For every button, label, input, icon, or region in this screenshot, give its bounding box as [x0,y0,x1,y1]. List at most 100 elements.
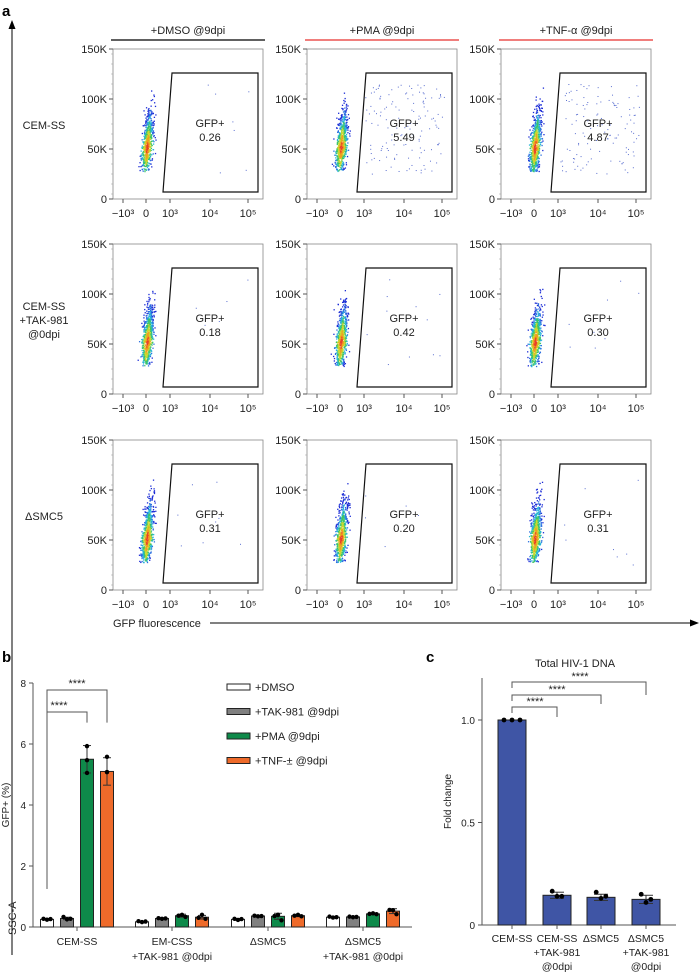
event-dot [149,346,152,348]
event-dot [344,299,346,301]
event-dot [337,351,340,354]
event-dot [529,341,531,343]
event-dot [343,299,345,301]
event-dot [342,342,344,345]
event-dot [343,361,345,363]
event-dot [150,528,152,530]
gate-event-dot [612,142,614,144]
event-dot [337,345,339,347]
event-dot [149,336,151,338]
event-dot [337,353,339,356]
event-dot [536,122,539,124]
event-dot [535,155,537,157]
event-dot [535,337,537,339]
event-dot [531,161,533,163]
event-dot [151,499,153,501]
event-dot [531,329,533,332]
event-dot [530,364,532,367]
event-dot [149,345,151,347]
event-dot [531,153,533,155]
event-dot [153,124,155,126]
event-dot [152,143,155,145]
event-dot [341,151,344,154]
event-dot [533,145,536,147]
event-dot [147,355,150,357]
event-dot [540,348,542,350]
event-dot [536,315,538,318]
event-dot [145,146,147,148]
event-dot [143,351,145,354]
event-dot [538,128,541,130]
event-dot [151,350,153,352]
event-dot [537,305,540,307]
event-dot [535,115,538,117]
event-dot [153,102,156,104]
event-dot [343,337,346,339]
gate-event-dot [620,280,622,282]
event-dot [533,170,535,173]
gate-event-dot [596,172,598,174]
event-dot [539,120,541,122]
event-dot [344,167,347,169]
event-dot [346,319,348,322]
event-dot [342,324,344,327]
event-dot [147,154,150,157]
gate-event-dot [604,131,606,133]
event-dot [535,335,538,337]
event-dot [536,319,539,321]
event-dot [148,325,150,327]
event-dot [338,342,340,344]
event-dot [150,331,153,334]
event-dot [535,327,537,329]
event-dot [536,163,538,165]
event-dot [532,316,534,318]
event-dot [337,362,339,365]
event-dot [532,152,534,154]
event-dot [147,158,150,161]
event-dot [143,556,146,558]
event-dot [340,122,342,125]
event-dot [336,350,338,352]
event-dot [531,145,534,147]
event-dot [143,344,145,346]
event-dot [339,137,341,139]
event-dot [340,363,342,365]
event-dot [151,90,153,92]
gate-event-dot [625,151,627,153]
event-dot [348,117,350,119]
event-dot [537,319,539,322]
event-dot [535,152,537,155]
x-tick-label: 10³ [550,208,566,220]
event-dot [147,110,149,112]
event-dot [537,149,540,151]
event-dot [149,504,151,506]
event-dot [146,119,148,122]
event-dot [534,138,536,140]
gate-event-dot [587,102,589,104]
event-dot [141,168,144,171]
event-dot [338,124,340,126]
event-dot [347,327,350,330]
x-tick-label: 10⁵ [434,208,451,220]
event-dot [144,142,146,144]
event-dot [530,145,532,148]
x-tick-label: −10³ [112,599,135,611]
event-dot [152,331,155,333]
gate-event-dot [370,144,372,146]
event-dot [140,165,142,168]
event-dot [339,338,341,340]
event-dot [339,148,341,150]
event-dot [539,130,542,132]
event-dot [345,330,347,333]
event-dot [347,306,349,309]
event-dot [340,159,343,161]
event-dot [341,313,343,315]
event-dot [534,311,536,313]
event-dot [148,329,150,331]
event-dot [142,550,144,552]
event-dot [541,141,543,143]
event-dot [532,166,534,168]
gate-event-dot [398,170,400,172]
event-dot [144,339,146,341]
event-dot [342,145,344,147]
